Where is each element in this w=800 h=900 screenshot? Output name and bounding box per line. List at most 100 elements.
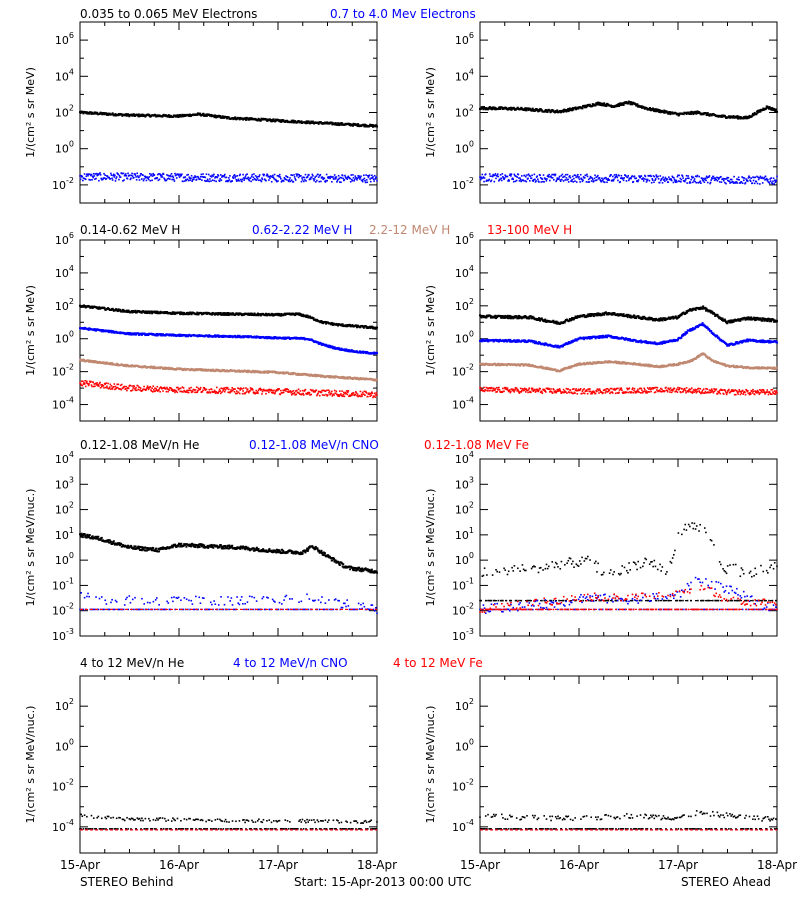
data-point	[691, 111, 694, 114]
data-point	[125, 385, 128, 388]
data-point	[708, 175, 711, 177]
data-point	[731, 116, 734, 119]
data-point	[480, 177, 483, 180]
data-point	[519, 177, 521, 180]
data-point	[350, 394, 353, 396]
data-point	[290, 373, 293, 376]
data-point	[373, 180, 375, 182]
data-point	[237, 178, 240, 181]
data-point	[84, 380, 86, 382]
data-point	[112, 173, 115, 176]
data-point	[753, 111, 756, 114]
data-point	[297, 176, 300, 179]
data-point	[364, 179, 366, 182]
data-point	[298, 393, 301, 395]
data-point	[720, 317, 723, 320]
y-tick-label: 10-2	[452, 176, 474, 192]
data-point	[243, 179, 246, 181]
data-point	[99, 387, 102, 389]
data-point	[732, 182, 735, 184]
data-point	[251, 312, 254, 315]
data-point	[685, 113, 688, 116]
data-point	[358, 351, 361, 354]
data-point	[113, 383, 116, 385]
data-point	[334, 176, 337, 179]
data-point	[606, 312, 609, 315]
data-point	[172, 176, 175, 179]
data-point	[484, 173, 487, 175]
data-point	[178, 311, 181, 314]
data-point	[227, 177, 230, 179]
data-point	[376, 179, 378, 182]
data-point	[108, 307, 111, 310]
data-point	[543, 180, 545, 183]
data-point	[576, 175, 579, 178]
data-point	[92, 360, 95, 363]
data-point	[571, 178, 573, 181]
data-point	[316, 179, 318, 182]
data-point	[508, 107, 511, 110]
data-point	[607, 313, 610, 316]
data-point	[686, 177, 689, 180]
data-point	[610, 104, 613, 107]
data-point	[775, 108, 778, 111]
data-point	[351, 179, 354, 182]
data-point	[337, 178, 339, 181]
data-point	[214, 392, 217, 395]
data-point	[255, 179, 258, 181]
data-point	[565, 177, 568, 179]
legend-0-0: 0.035 to 0.065 MeV Electrons	[80, 7, 257, 21]
data-point	[581, 180, 584, 183]
data-point	[219, 115, 222, 118]
data-point	[179, 313, 182, 316]
data-point	[572, 181, 575, 183]
data-point	[223, 369, 226, 372]
data-point	[495, 317, 498, 320]
data-point	[301, 393, 303, 395]
data-point	[570, 180, 573, 183]
data-point	[88, 380, 91, 383]
data-point	[640, 175, 643, 177]
data-point	[709, 309, 712, 312]
data-point	[269, 177, 271, 180]
data-point	[482, 176, 485, 178]
data-point	[100, 112, 103, 115]
data-point	[258, 335, 261, 338]
data-point	[127, 387, 130, 390]
data-point	[253, 177, 256, 180]
data-point	[362, 178, 365, 181]
data-point	[672, 181, 675, 184]
data-point	[178, 114, 180, 117]
data-point	[293, 121, 296, 124]
data-point	[306, 393, 308, 395]
data-point	[315, 389, 318, 392]
data-point	[362, 326, 365, 329]
data-point	[318, 180, 321, 183]
data-point	[128, 115, 131, 118]
data-point	[609, 175, 611, 178]
data-point	[671, 111, 674, 114]
data-point	[202, 312, 205, 315]
data-point	[762, 107, 765, 110]
data-point	[223, 116, 226, 119]
data-point	[588, 314, 591, 317]
data-point	[111, 331, 114, 334]
data-point	[206, 334, 209, 337]
data-point	[147, 387, 149, 389]
data-point	[298, 392, 300, 395]
data-point	[556, 109, 559, 112]
data-point	[206, 178, 209, 181]
y-axis-label: 1/(cm² s sr MeV)	[24, 285, 37, 376]
data-point	[96, 174, 98, 177]
data-point	[249, 177, 252, 179]
data-point	[736, 115, 739, 118]
data-point	[632, 316, 635, 319]
data-point	[771, 182, 774, 185]
data-point	[718, 181, 721, 183]
data-point	[253, 173, 255, 175]
data-point	[340, 324, 343, 327]
data-point	[528, 174, 531, 177]
data-point	[568, 107, 571, 110]
data-point	[371, 391, 373, 393]
data-point	[179, 113, 182, 116]
